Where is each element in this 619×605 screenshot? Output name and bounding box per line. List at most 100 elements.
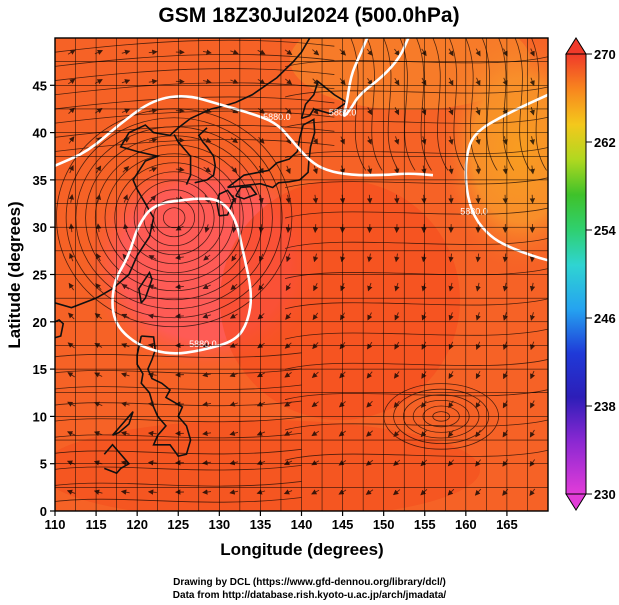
x-tick-label: 135 <box>250 517 272 532</box>
wind-arrow <box>502 282 509 292</box>
wind-arrow <box>393 459 401 467</box>
wind-arrow <box>420 430 427 438</box>
wind-arrow <box>475 312 481 321</box>
streamline <box>284 237 548 249</box>
wind-arrow <box>175 284 184 290</box>
wind-arrow <box>202 430 212 437</box>
wind-arrow <box>256 430 266 436</box>
wind-arrow <box>95 223 102 233</box>
wind-arrow <box>394 253 400 263</box>
wind-arrow <box>202 401 212 407</box>
wind-arrow <box>202 489 212 495</box>
streamline <box>55 139 335 152</box>
wind-arrow <box>230 283 238 291</box>
wind-arrow <box>448 312 454 321</box>
wind-arrow <box>529 136 535 145</box>
wind-arrow <box>229 430 239 436</box>
wind-arrow <box>421 253 427 263</box>
x-tick-label: 160 <box>455 517 477 532</box>
streamline <box>55 497 302 503</box>
streamline <box>55 368 302 374</box>
wind-arrow <box>95 194 102 203</box>
wind-arrow <box>366 400 373 408</box>
wind-arrow <box>204 224 210 233</box>
wind-arrow <box>285 253 292 263</box>
wind-arrow <box>94 313 102 319</box>
wind-arrow <box>256 401 266 407</box>
x-tick-label: 155 <box>414 517 436 532</box>
x-tick-label: 120 <box>126 517 148 532</box>
wind-arrow <box>475 282 481 292</box>
wind-arrow <box>284 372 292 378</box>
wind-arrow <box>367 253 373 263</box>
wind-arrow <box>66 489 76 495</box>
wind-arrow <box>448 165 454 175</box>
credit-line-1: Drawing by DCL (https://www.gfd-dennou.o… <box>173 577 446 588</box>
wind-arrow <box>257 313 265 320</box>
wind-arrow <box>502 77 508 87</box>
streamline <box>55 416 302 423</box>
streamline <box>55 124 335 138</box>
y-tick-label: 35 <box>33 173 47 188</box>
wind-arrow <box>448 253 454 263</box>
streamline <box>284 298 548 310</box>
streamline <box>284 359 548 370</box>
wind-arrow <box>258 136 265 144</box>
wind-arrow <box>448 136 454 145</box>
wind-arrow <box>530 400 536 409</box>
x-tick-label: 165 <box>496 517 518 532</box>
wind-arrow <box>475 165 481 175</box>
warm-band-field <box>220 180 460 420</box>
streamline <box>55 384 302 390</box>
x-axis: 110 115 120 125 130 135 140 145 150 155 160 165 <box>45 511 518 532</box>
wind-arrow <box>120 489 130 495</box>
wind-arrow <box>529 165 535 175</box>
contour-line <box>111 197 253 355</box>
wind-arrow <box>203 137 212 143</box>
wind-arrow <box>67 431 76 437</box>
wind-arrow <box>366 165 373 175</box>
wind-arrow <box>121 108 131 114</box>
colorbar-top-triangle <box>565 37 587 55</box>
wind-arrow <box>230 108 239 114</box>
streamline <box>55 352 302 358</box>
wind-arrow <box>394 107 400 116</box>
wind-arrow <box>68 223 75 233</box>
wind-arrow <box>202 49 212 55</box>
colorbar-tick-label: 246 <box>594 311 616 326</box>
streamline <box>465 38 482 171</box>
wind-arrow <box>121 313 130 319</box>
wind-arrow <box>96 165 102 174</box>
wind-arrow <box>420 459 428 467</box>
wind-arrow <box>448 194 454 204</box>
wind-arrow <box>202 372 212 378</box>
wind-arrow <box>448 106 454 116</box>
streamline <box>55 68 335 81</box>
wind-arrow <box>121 283 130 290</box>
wind-arrow <box>285 136 292 145</box>
wind-arrow <box>448 371 454 380</box>
streamline <box>55 110 335 124</box>
wind-arrow <box>68 165 74 174</box>
wind-arrow <box>147 460 157 466</box>
wind-arrow <box>312 312 319 321</box>
wind-arrow <box>148 78 158 85</box>
wind-arrow <box>258 253 264 262</box>
wind-arrow <box>366 430 373 437</box>
wind-arrow <box>448 400 454 409</box>
wind-arrow <box>394 165 400 175</box>
wind-arrow <box>95 108 103 114</box>
wind-arrow <box>421 194 427 204</box>
wind-arrow <box>284 78 293 85</box>
wind-arrow <box>367 136 373 145</box>
wind-arrow <box>202 284 211 290</box>
wind-arrow <box>367 107 373 116</box>
streamline <box>284 449 548 461</box>
wind-arrow <box>120 430 130 437</box>
wind-arrow <box>502 312 509 321</box>
colorbar-tick-label: 230 <box>594 487 616 502</box>
north-cool-field <box>290 38 530 110</box>
streamline <box>94 144 254 292</box>
wind-arrow <box>529 429 535 438</box>
coastline <box>300 80 349 120</box>
